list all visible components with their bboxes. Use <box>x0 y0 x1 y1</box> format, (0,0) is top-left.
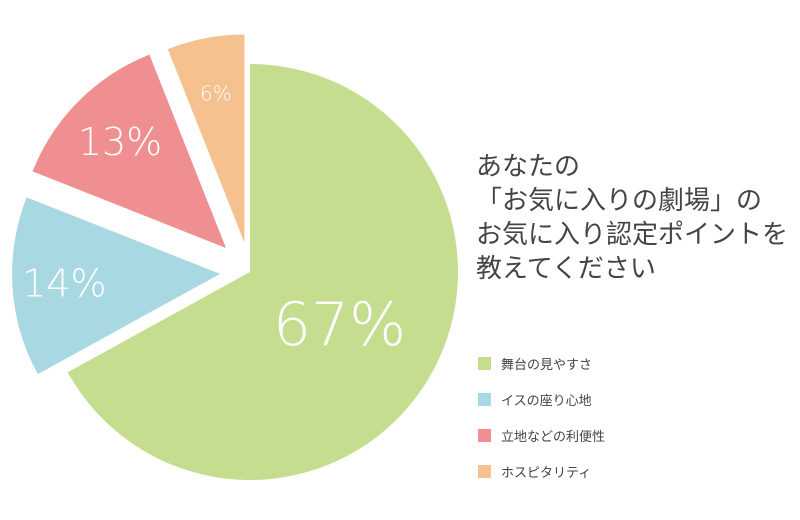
title-line-4: 教えてください <box>476 254 656 284</box>
legend-swatch <box>478 464 491 478</box>
slice-seat-comfort <box>12 197 221 375</box>
slice-hospitality-value-label: 6% <box>200 81 232 105</box>
legend-label: ホスピタリティ <box>501 465 592 481</box>
legend: 舞台の見やすさ イスの座り心地 立地などの利便性 ホスピタリティ <box>478 345 778 489</box>
slice-seat-comfort-value-label: 14% <box>22 262 106 306</box>
title-line-2: 「お気に入りの劇場」の <box>476 186 763 216</box>
legend-item-hospitality: ホスピタリティ <box>478 453 778 489</box>
pie-chart: 67% 14% 13% 6% <box>12 34 459 480</box>
chart-title: あなたの 「お気に入りの劇場」の お気に入り認定ポイントを 教えてください <box>476 150 796 286</box>
slice-convenience <box>32 54 226 248</box>
legend-swatch <box>478 392 491 406</box>
legend-item-stage-visibility: 舞台の見やすさ <box>478 345 778 381</box>
legend-label: 舞台の見やすさ <box>501 357 593 373</box>
legend-swatch <box>478 428 491 442</box>
legend-swatch <box>478 356 491 370</box>
title-line-1: あなたの <box>476 152 581 182</box>
pie-chart-svg: 67% 14% 13% 6% <box>12 34 459 480</box>
title-line-3: お気に入り認定ポイントを <box>476 220 789 250</box>
slice-hospitality <box>167 34 245 243</box>
slice-stage-visibility <box>67 64 459 480</box>
legend-label: イスの座り心地 <box>501 393 592 409</box>
slice-convenience-value-label: 13% <box>78 120 162 164</box>
legend-label: 立地などの利便性 <box>501 429 606 445</box>
legend-item-seat-comfort: イスの座り心地 <box>478 381 778 417</box>
legend-item-convenience: 立地などの利便性 <box>478 417 778 453</box>
slice-stage-visibility-value-label: 67% <box>273 290 406 360</box>
